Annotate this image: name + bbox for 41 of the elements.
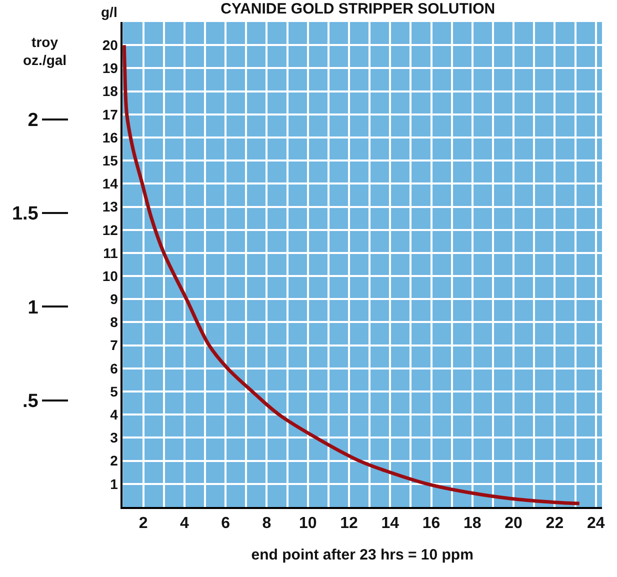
y2-tick-label: 1.5: [12, 204, 39, 225]
y-tick-label: 5: [110, 383, 118, 400]
y-tick-label: 12: [102, 222, 118, 238]
x-tick-label: 16: [422, 515, 440, 532]
x-tick-label: 22: [546, 515, 564, 532]
x-tick-label: 24: [586, 515, 605, 532]
x-tick-label: 6: [221, 515, 230, 532]
y-tick-label: 1: [110, 476, 118, 492]
x-axis-title: end point after 23 hrs = 10 ppm: [251, 546, 474, 564]
y-tick-label: 11: [103, 244, 118, 261]
y-tick-label: 7: [110, 337, 118, 354]
x-tick-label: 18: [464, 515, 482, 532]
y-tick-label: 4: [110, 406, 118, 423]
chart-title: CYANIDE GOLD STRIPPER SOLUTION: [220, 0, 496, 18]
y-axis-title: g/l: [101, 4, 118, 20]
x-tick-label: 10: [298, 515, 317, 532]
x-tick-label: 14: [381, 515, 400, 532]
y-tick-label: 16: [102, 129, 118, 146]
y2-tick-label: 2: [28, 110, 38, 132]
x-tick-label: 4: [180, 515, 189, 532]
x-tick-label: 2: [138, 515, 148, 532]
y-tick-label: 19: [102, 60, 118, 76]
y-tick-label: 3: [110, 430, 118, 446]
y-tick-label: 10: [102, 268, 118, 284]
y-tick-label: 17: [102, 106, 118, 122]
y2-axis-title: troy oz./gal: [23, 34, 67, 68]
y2-tick-label: 1: [28, 297, 39, 318]
line-series: [122, 43, 582, 506]
x-tick-label: 20: [504, 515, 523, 532]
y2-tick-label: .5: [22, 390, 39, 412]
y-tick-label: 14: [102, 176, 118, 192]
y-tick-label: 15: [102, 152, 118, 168]
y-tick-label: 9: [110, 291, 118, 308]
y-tick-label: 13: [102, 198, 118, 215]
y-tick-label: 18: [102, 83, 118, 100]
y-tick-label: 20: [102, 37, 118, 53]
x-tick-label: 12: [340, 515, 358, 532]
y-tick-label: 8: [110, 314, 118, 330]
x-tick-label: 8: [262, 515, 272, 532]
y-tick-label: 2: [110, 452, 118, 469]
y-tick-label: 6: [110, 360, 118, 376]
